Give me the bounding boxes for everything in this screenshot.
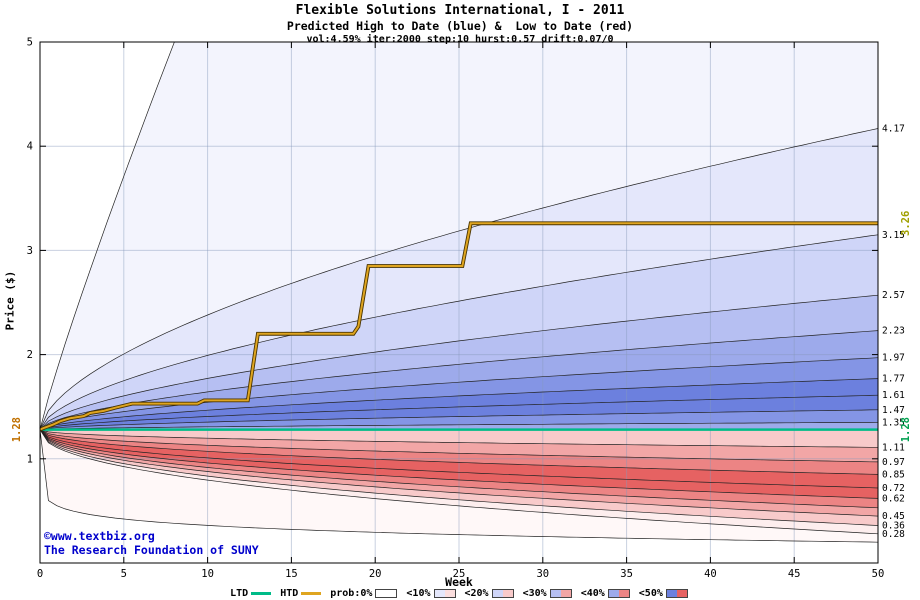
x-tick-label: 20 xyxy=(369,568,382,580)
chart-title: Flexible Solutions International, I - 20… xyxy=(295,3,625,18)
probability-band xyxy=(40,422,878,430)
legend-htd-swatch xyxy=(301,592,322,595)
probability-band xyxy=(40,429,878,488)
x-tick-label: 45 xyxy=(788,568,801,580)
x-tick-label: 15 xyxy=(285,568,298,580)
y-tick-label: 2 xyxy=(27,349,33,361)
band-value-label: 2.23 xyxy=(882,326,905,337)
probability-band xyxy=(40,295,878,430)
band-value-label: 1.35 xyxy=(882,417,905,428)
x-tick-label: 50 xyxy=(872,568,885,580)
probability-swatch-30 xyxy=(549,589,572,598)
chart-subtitle: Predicted High to Date (blue) & Low to D… xyxy=(286,19,634,33)
probability-band xyxy=(40,128,878,430)
probability-band xyxy=(40,429,878,475)
legend-prob20-label: <20% xyxy=(464,588,489,599)
band-value-label: 0.45 xyxy=(882,511,905,522)
band-value-label: 4.17 xyxy=(882,123,905,134)
chart-header: Flexible Solutions International, I - 20… xyxy=(0,3,920,45)
legend-ltd-swatch xyxy=(251,592,272,595)
x-tick-label: 30 xyxy=(536,568,549,580)
legend-item-prob20: <20% xyxy=(465,588,514,599)
x-tick-label: 35 xyxy=(620,568,633,580)
band-value-label: 1.97 xyxy=(882,353,905,364)
probability-swatch-50 xyxy=(665,589,688,598)
band-value-label: 0.36 xyxy=(882,520,905,531)
band-value-label: 0.62 xyxy=(882,493,905,504)
axis-ticks xyxy=(39,41,879,563)
legend-prob40-label: <40% xyxy=(580,588,605,599)
legend-item-prob0: prob:0% xyxy=(330,588,398,599)
x-tick-label: 10 xyxy=(201,568,214,580)
probability-band xyxy=(40,357,878,430)
probability-band xyxy=(40,330,878,430)
probability-swatch-0 xyxy=(375,589,398,598)
probability-band xyxy=(40,378,878,430)
probability-band xyxy=(40,429,878,526)
probability-band xyxy=(40,234,878,430)
y-tick-label: 5 xyxy=(27,37,33,49)
probability-bands xyxy=(40,42,878,543)
band-value-label: 0.28 xyxy=(882,529,905,540)
probability-band xyxy=(40,429,878,543)
probability-band xyxy=(40,42,878,430)
htd-line xyxy=(39,222,878,431)
band-value-label: 0.72 xyxy=(882,483,905,494)
legend-prob0-label: prob:0% xyxy=(330,588,373,599)
legend-ltd-label: LTD xyxy=(230,588,249,599)
y-tick-label: 1 xyxy=(27,453,33,465)
legend-prob10-label: <10% xyxy=(406,588,431,599)
probability-band xyxy=(40,429,878,534)
probability-band xyxy=(40,429,878,517)
x-tick-label: 40 xyxy=(704,568,717,580)
legend-htd-label: HTD xyxy=(280,588,299,599)
watermark-link[interactable]: ©www.textbiz.org xyxy=(44,529,155,543)
x-tick-label: 0 xyxy=(37,568,43,580)
probability-band xyxy=(40,409,878,430)
x-axis-label: Week xyxy=(445,575,473,589)
band-value-label: 0.85 xyxy=(882,469,905,480)
legend-item-ltd: LTD xyxy=(230,588,272,599)
chart-legend: LTD HTD prob:0% <10% <20% <30% <40% <50 xyxy=(40,588,878,599)
y-axis-label: Price ($) xyxy=(3,270,17,331)
probability-band xyxy=(40,429,878,462)
probability-swatch-10 xyxy=(433,589,456,598)
watermark: ©www.textbiz.org The Research Foundation… xyxy=(44,529,259,557)
percentile-curves xyxy=(40,42,878,543)
band-value-label: 3.15 xyxy=(882,230,905,241)
x-tick-label: 25 xyxy=(453,568,466,580)
band-value-label: 1.11 xyxy=(882,442,905,453)
legend-prob50-label: <50% xyxy=(638,588,663,599)
band-value-labels: 4.17 3.15 2.57 2.23 1.97 1.77 1.61 1.471.35 1.11… xyxy=(882,123,905,539)
watermark-org: The Research Foundation of SUNY xyxy=(44,543,259,557)
legend-item-prob30: <30% xyxy=(523,588,572,599)
probability-swatch-40 xyxy=(607,589,630,598)
legend-item-prob10: <10% xyxy=(406,588,456,599)
y-tick-label: 3 xyxy=(27,245,33,257)
band-value-label: 1.77 xyxy=(882,374,905,385)
probability-band xyxy=(40,429,878,448)
gridlines xyxy=(40,42,878,563)
band-value-label: 1.47 xyxy=(882,405,905,416)
y-tick-label: 4 xyxy=(27,141,33,153)
start-price-label: 1.28 xyxy=(11,417,23,442)
x-tick-label: 5 xyxy=(121,568,127,580)
legend-prob30-label: <30% xyxy=(522,588,547,599)
ltd-final-label: 1.28 xyxy=(900,417,912,442)
chart-params: vol:4.59% iter:2000 step:10 hurst:0.57 d… xyxy=(306,34,614,45)
probability-swatch-20 xyxy=(491,589,514,598)
legend-item-htd: HTD xyxy=(280,588,322,599)
legend-item-prob40: <40% xyxy=(581,588,630,599)
legend-item-prob50: <50% xyxy=(639,588,688,599)
band-value-label: 2.57 xyxy=(882,290,905,301)
htd-final-label: 3.26 xyxy=(900,211,912,236)
band-value-label: 0.97 xyxy=(882,457,905,468)
band-value-label: 1.61 xyxy=(882,390,905,401)
probability-band xyxy=(40,429,878,508)
